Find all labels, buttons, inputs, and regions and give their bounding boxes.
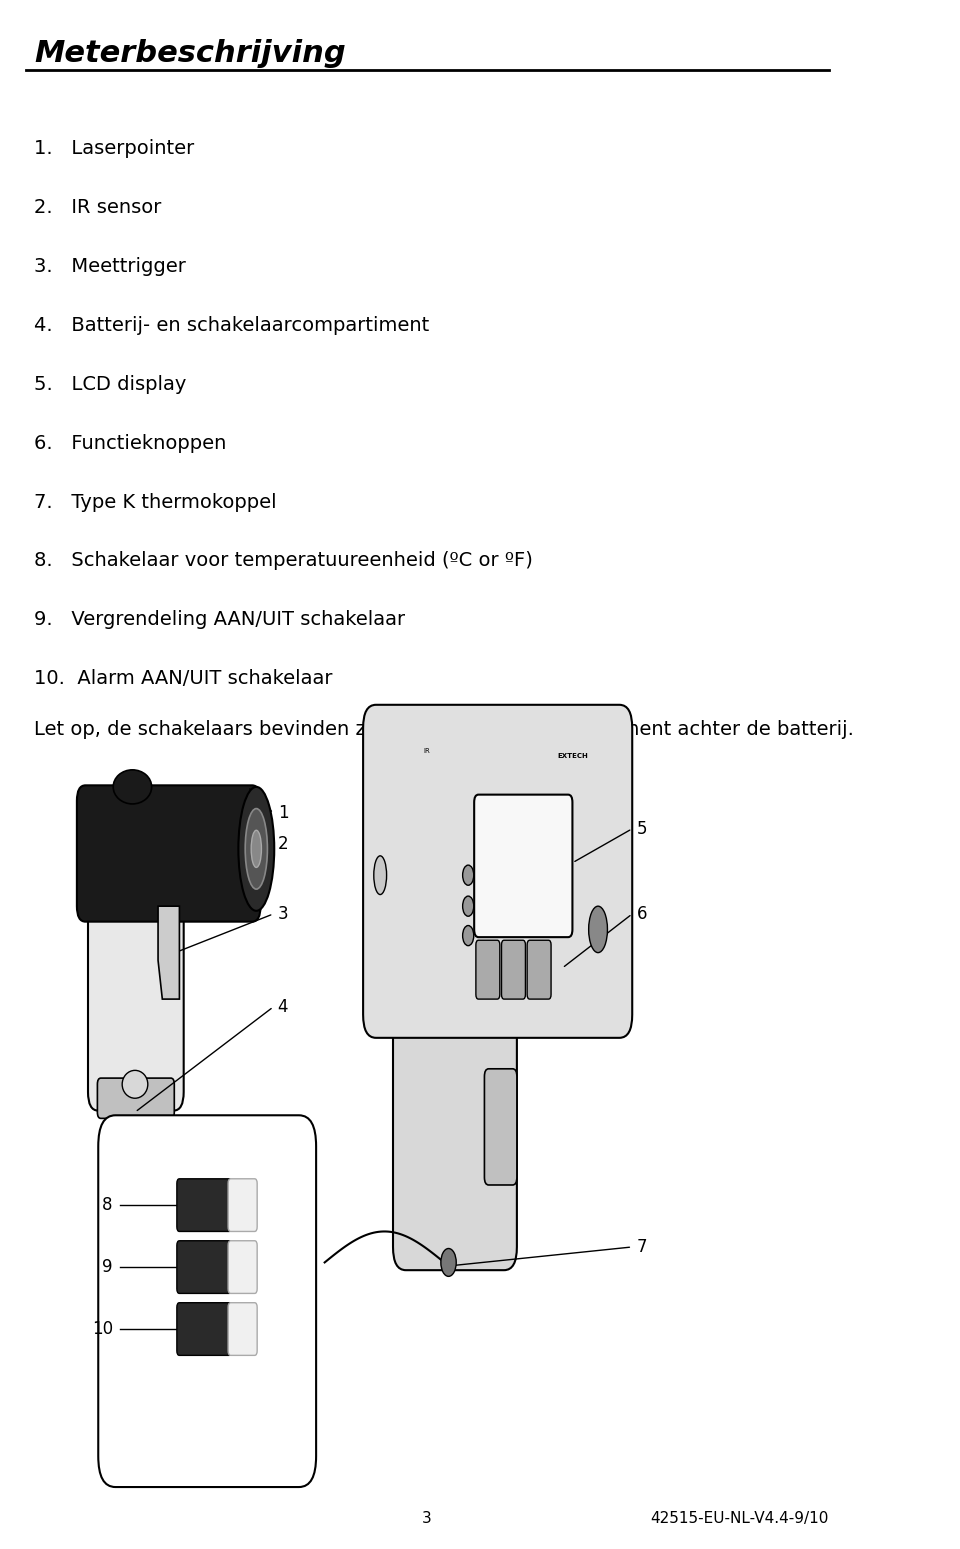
FancyBboxPatch shape (474, 795, 572, 937)
Ellipse shape (463, 866, 473, 886)
Text: 10: 10 (91, 1320, 112, 1338)
Text: 6: 6 (636, 905, 647, 923)
Ellipse shape (113, 770, 152, 804)
Text: 6.   Functieknoppen: 6. Functieknoppen (35, 434, 227, 452)
Text: 3.   Meettrigger: 3. Meettrigger (35, 257, 186, 276)
Polygon shape (158, 906, 180, 999)
Text: 8: 8 (103, 1196, 112, 1214)
Text: 4.   Batterij- en schakelaarcompartiment: 4. Batterij- en schakelaarcompartiment (35, 316, 429, 335)
Ellipse shape (373, 857, 387, 895)
Text: 9.   Vergrendeling AAN/UIT schakelaar: 9. Vergrendeling AAN/UIT schakelaar (35, 610, 405, 629)
FancyBboxPatch shape (228, 1241, 257, 1293)
FancyBboxPatch shape (98, 1115, 316, 1487)
FancyBboxPatch shape (501, 940, 525, 999)
Text: 5.   LCD display: 5. LCD display (35, 375, 186, 393)
Text: 5: 5 (636, 819, 647, 838)
Text: 42515-EU-NL-V4.4-9/10: 42515-EU-NL-V4.4-9/10 (650, 1510, 828, 1526)
FancyBboxPatch shape (177, 1179, 231, 1231)
Ellipse shape (463, 895, 473, 917)
FancyBboxPatch shape (228, 1179, 257, 1231)
FancyBboxPatch shape (177, 1241, 231, 1293)
Text: EXTECH: EXTECH (557, 753, 588, 759)
Text: 7: 7 (636, 1238, 647, 1256)
FancyBboxPatch shape (177, 1303, 231, 1355)
FancyBboxPatch shape (393, 984, 516, 1270)
Ellipse shape (245, 809, 268, 889)
Text: 3: 3 (422, 1510, 432, 1526)
Ellipse shape (122, 1070, 148, 1098)
Text: 2.   IR sensor: 2. IR sensor (35, 198, 161, 217)
Text: 10.  Alarm AAN/UIT schakelaar: 10. Alarm AAN/UIT schakelaar (35, 669, 333, 688)
Text: 100.0: 100.0 (502, 857, 543, 872)
FancyBboxPatch shape (476, 940, 500, 999)
FancyBboxPatch shape (363, 705, 633, 1038)
FancyBboxPatch shape (485, 1069, 516, 1185)
Ellipse shape (463, 926, 473, 945)
FancyBboxPatch shape (527, 940, 551, 999)
Text: 4: 4 (277, 998, 288, 1016)
Ellipse shape (252, 830, 261, 867)
Text: 2: 2 (277, 835, 288, 853)
Text: 8.   Schakelaar voor temperatuureenheid (ºC or ºF): 8. Schakelaar voor temperatuureenheid (º… (35, 551, 533, 570)
Text: 3: 3 (277, 905, 288, 923)
Ellipse shape (588, 906, 608, 953)
Text: Meterbeschrijving: Meterbeschrijving (35, 39, 346, 68)
Text: Let op, de schakelaars bevinden zich in het batterijcompartiment achter de batte: Let op, de schakelaars bevinden zich in … (35, 720, 854, 739)
Text: 1: 1 (277, 804, 288, 823)
Text: 1.   Laserpointer: 1. Laserpointer (35, 139, 195, 158)
Ellipse shape (238, 787, 275, 911)
FancyBboxPatch shape (88, 875, 183, 1111)
Text: 7.   Type K thermokoppel: 7. Type K thermokoppel (35, 493, 276, 511)
Text: 9: 9 (103, 1258, 112, 1276)
Text: IR: IR (423, 748, 430, 754)
Circle shape (441, 1248, 456, 1276)
FancyBboxPatch shape (77, 785, 260, 922)
FancyBboxPatch shape (228, 1303, 257, 1355)
FancyBboxPatch shape (97, 1078, 175, 1118)
